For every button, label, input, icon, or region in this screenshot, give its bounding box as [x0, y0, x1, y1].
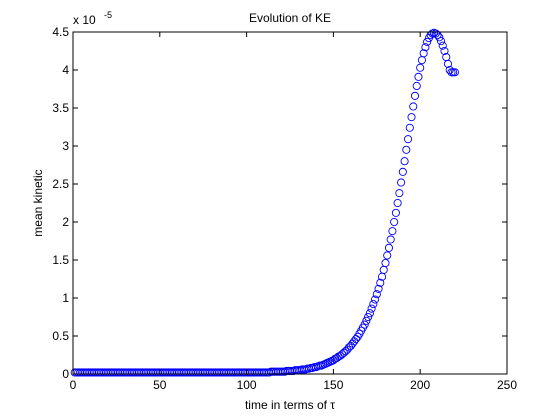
- data-point: [397, 178, 406, 187]
- data-point: [393, 198, 402, 208]
- y-exponent-power: -5: [104, 10, 112, 20]
- data-point: [407, 113, 416, 122]
- data-point: [386, 235, 395, 244]
- y-tick-label: 4.5: [52, 25, 69, 39]
- data-point: [376, 278, 385, 287]
- axes-box: [72, 31, 508, 375]
- y-exponent-base: x 10: [73, 13, 96, 27]
- x-tick-label: 100: [237, 378, 257, 392]
- x-tick-label: 250: [497, 378, 517, 392]
- data-point: [362, 316, 371, 325]
- data-point: [412, 81, 421, 91]
- data-point: [414, 72, 423, 81]
- data-point: [367, 304, 376, 313]
- data-point: [410, 91, 420, 100]
- data-point: [390, 217, 399, 227]
- data-point: [403, 135, 413, 144]
- data-point: [381, 258, 390, 268]
- x-tick-label: 50: [153, 378, 167, 392]
- data-point: [371, 295, 380, 304]
- data-point: [365, 309, 374, 318]
- y-axis-label: mean kinetic: [31, 169, 45, 236]
- data-point: [384, 243, 394, 252]
- data-point: [388, 227, 397, 236]
- data-points-layer: [70, 28, 459, 377]
- y-tick-label: 4: [62, 63, 69, 77]
- data-point: [400, 157, 409, 166]
- y-tick-label: 1.5: [52, 253, 69, 267]
- data-point: [398, 167, 407, 176]
- x-tick-label: 150: [323, 378, 343, 392]
- data-point: [372, 290, 381, 299]
- data-point: [435, 33, 444, 42]
- data-point: [383, 251, 392, 260]
- x-axis-label: time in terms of τ: [245, 398, 335, 412]
- data-point: [405, 123, 414, 132]
- y-tick-label: 3: [62, 139, 69, 153]
- data-point: [433, 30, 442, 40]
- y-tick-label: 3.5: [52, 101, 69, 115]
- y-tick-label: 2.5: [52, 177, 69, 191]
- y-tick-label: 0.5: [52, 329, 69, 343]
- data-point: [395, 189, 404, 198]
- chart-title: Evolution of KE: [249, 11, 331, 25]
- data-point: [364, 312, 373, 322]
- data-point: [421, 43, 430, 52]
- data-point: [438, 41, 447, 50]
- data-point: [369, 300, 378, 309]
- data-point: [436, 37, 446, 46]
- plot-area-background: [73, 32, 507, 374]
- data-point: [440, 46, 449, 56]
- data-point: [423, 37, 432, 46]
- x-tick-label: 200: [410, 378, 430, 392]
- data-point: [374, 284, 383, 293]
- y-tick-label: 0: [62, 367, 69, 381]
- data-point: [450, 68, 459, 77]
- data-point: [391, 208, 400, 217]
- x-tick-label: 0: [70, 378, 77, 392]
- data-point: [416, 63, 425, 72]
- data-point: [409, 102, 418, 111]
- data-point: [443, 59, 453, 68]
- data-point: [360, 320, 369, 329]
- ticks-layer: 0 50 100 150 200 250 0 0.5 1 1.5 2 2.5 3 3.5 4 4.5: [52, 25, 517, 392]
- data-point: [402, 145, 411, 154]
- y-tick-label: 1: [62, 291, 69, 305]
- data-point: [419, 49, 428, 58]
- y-tick-label: 2: [62, 215, 69, 229]
